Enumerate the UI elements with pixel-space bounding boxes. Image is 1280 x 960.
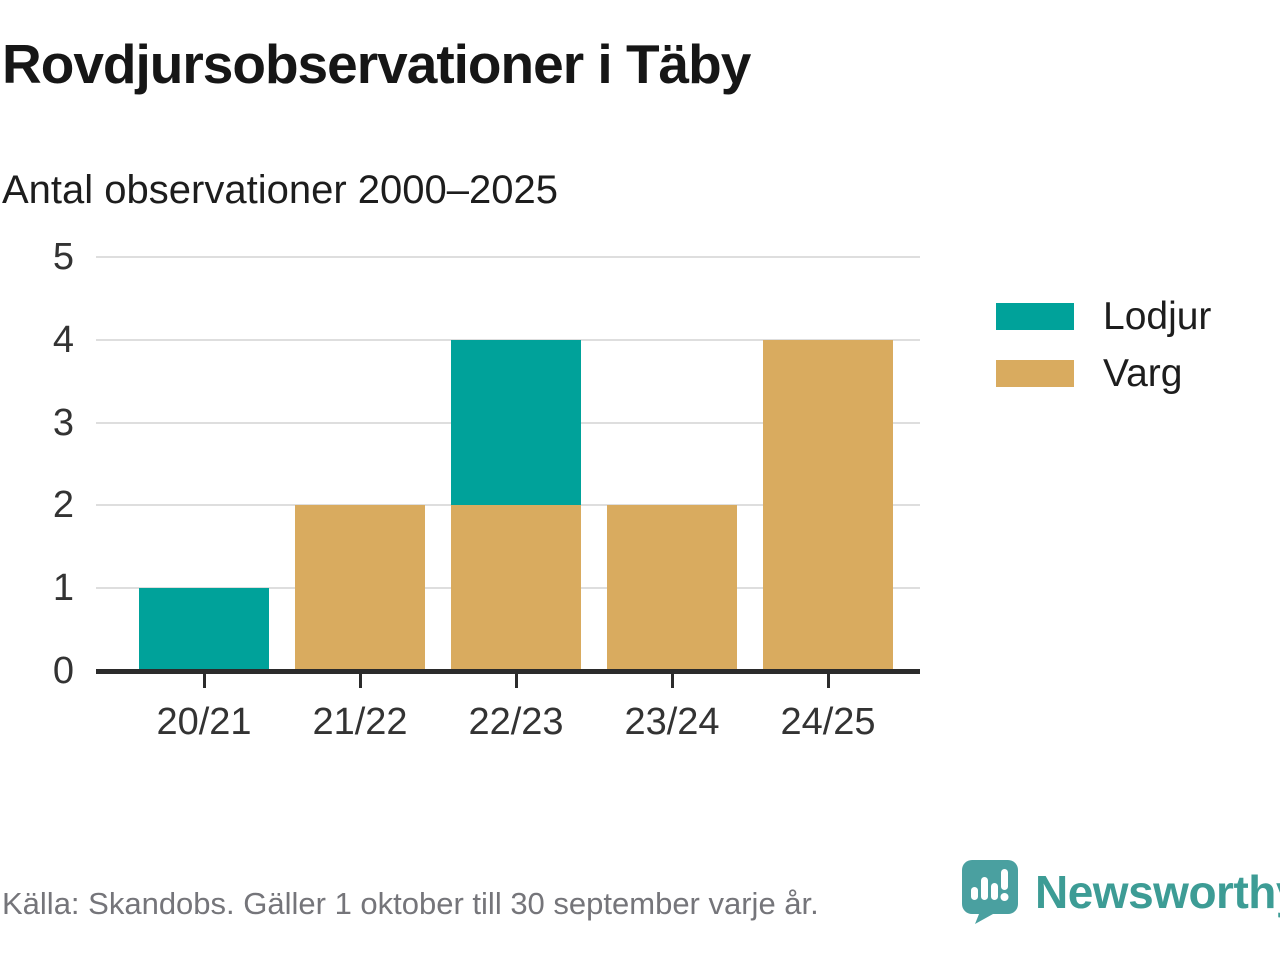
chart-title: Rovdjursobservationer i Täby — [2, 33, 751, 95]
y-axis: 0 1 2 3 4 5 — [0, 238, 74, 690]
x-axis-tick-22-23 — [514, 674, 518, 688]
bar-varg-21-22 — [295, 505, 425, 671]
legend-label-varg: Varg — [1103, 352, 1183, 395]
x-axis-label-24-25: 24/25 — [780, 701, 876, 743]
chart-subtitle: Antal observationer 2000–2025 — [2, 168, 558, 212]
y-axis-label-3: 3 — [52, 401, 74, 444]
x-axis-label-23-24: 23/24 — [624, 701, 720, 743]
bar-lodjur-20-21 — [139, 588, 269, 671]
gridline-5 — [96, 256, 920, 258]
legend-swatch-varg — [996, 360, 1074, 387]
source-note: Källa: Skandobs. Gäller 1 oktober till 3… — [2, 886, 819, 921]
x-axis-tick-21-22 — [358, 674, 362, 688]
bar-lodjur-22-23 — [451, 339, 581, 506]
legend: Lodjur Varg — [996, 295, 1212, 395]
y-axis-label-4: 4 — [52, 318, 74, 361]
x-axis-baseline — [96, 669, 920, 674]
legend-item-varg: Varg — [996, 352, 1211, 395]
y-axis-label-0: 0 — [52, 650, 74, 692]
x-axis-label-20-21: 20/21 — [156, 701, 252, 743]
y-axis-label-2: 2 — [52, 484, 74, 527]
newsworthy-logo: Newsworthy — [962, 860, 1280, 924]
x-axis-tick-23-24 — [670, 674, 674, 688]
x-axis-tick-24-25 — [826, 674, 830, 688]
bar-varg-24-25 — [763, 339, 893, 671]
legend-label-lodjur: Lodjur — [1103, 295, 1212, 338]
bar-varg-22-23 — [451, 505, 581, 671]
x-axis-tick-20-21 — [202, 674, 206, 688]
plot-area — [96, 256, 920, 674]
y-axis-label-5: 5 — [52, 236, 74, 278]
bar-varg-23-24 — [607, 505, 737, 671]
newsworthy-wordmark: Newsworthy — [1035, 866, 1280, 918]
legend-swatch-lodjur — [996, 303, 1074, 330]
x-axis-label-22-23: 22/23 — [468, 701, 564, 743]
speech-bubble-bar-chart-icon — [962, 860, 1018, 924]
x-axis-label-21-22: 21/22 — [312, 701, 408, 743]
legend-item-lodjur: Lodjur — [996, 295, 1212, 338]
y-axis-label-1: 1 — [52, 567, 74, 610]
x-axis: 20/21 21/22 22/23 23/24 24/25 — [96, 674, 920, 760]
